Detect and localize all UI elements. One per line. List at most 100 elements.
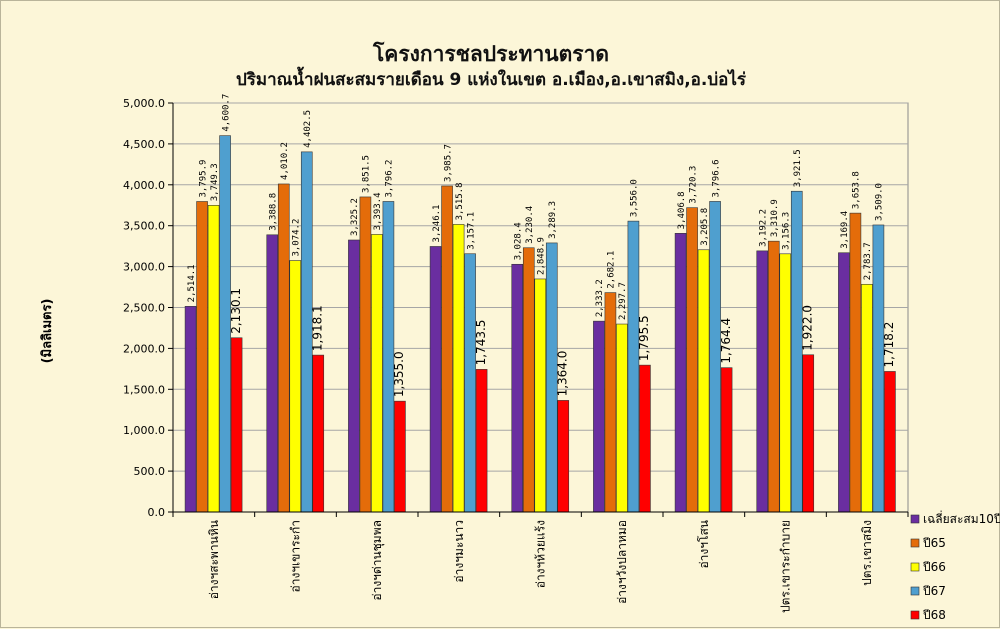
data-label: 1,795.5 [637, 315, 651, 361]
bar [697, 249, 710, 513]
data-label: 4,010.2 [280, 142, 290, 180]
data-label: 3,795.9 [198, 160, 208, 198]
bar [277, 183, 290, 513]
category-label: อ่างฯสะพานหิน [207, 520, 221, 599]
data-label: 3,720.3 [688, 166, 698, 204]
bar [767, 240, 780, 513]
bar [720, 367, 733, 513]
data-label: 3,157.1 [466, 212, 476, 250]
category-label: อ่างฯมะนาว [452, 520, 466, 583]
bar [604, 292, 617, 513]
bar [522, 247, 535, 513]
bars [184, 135, 896, 513]
data-label: 3,653.8 [852, 171, 862, 209]
bar [452, 224, 465, 513]
axes: 0.0 500.0 1,000.0 1,500.0 2,000.0 2,500.0 3,00… [123, 97, 909, 613]
data-label: 3,156.3 [782, 212, 792, 250]
category-label: อ่างฯเขาระกำ [289, 520, 303, 592]
data-label: 3,169.4 [840, 211, 850, 249]
bar [371, 234, 383, 513]
bar [312, 354, 325, 513]
legend-label: ปี66 [922, 560, 945, 574]
bar [511, 263, 524, 513]
legend-label: ปี67 [922, 584, 945, 598]
legend-swatch [910, 562, 920, 572]
bar [394, 400, 406, 513]
bar [627, 220, 640, 513]
bar [464, 253, 476, 513]
data-label: 1,918.1 [311, 305, 325, 351]
data-label: 1,922.0 [801, 305, 815, 351]
legend-label: เฉลี่ยสะสม10ปี [923, 510, 1000, 526]
data-label: 2,783.7 [863, 242, 873, 280]
data-label: 1,718.2 [882, 322, 896, 368]
legend: เฉลี่ยสะสม10ปีปี65 ปี66 ปี67 ปี68 [910, 510, 1000, 622]
bar [266, 234, 279, 513]
data-label: 3,406.8 [677, 191, 687, 229]
category-label: ปตร.เขาสมิง [860, 520, 874, 586]
data-label: 3,246.1 [432, 205, 442, 243]
data-label: 2,333.2 [595, 279, 605, 317]
data-label: 3,921.5 [793, 149, 803, 187]
y-tick-label: 2,500.0 [123, 302, 165, 315]
data-labels: 2,514.1 3,795.9 3,749.3 4,600.7 2,130.1 3,388… [187, 94, 896, 397]
bar [849, 212, 862, 513]
y-tick-label: 3,000.0 [123, 261, 165, 274]
y-tick-label: 1,500.0 [123, 383, 165, 396]
bar [429, 246, 442, 513]
chart-title: โครงการชลประทานตราด [372, 41, 609, 66]
bar [475, 369, 488, 513]
bar [534, 278, 547, 513]
data-label: 3,230.4 [525, 206, 535, 244]
y-tick-label: 4,500.0 [123, 138, 165, 151]
data-label: 3,289.3 [548, 201, 558, 239]
category-label: ปตร.เขาระกำบาย [779, 520, 793, 613]
y-tick-label: 2,000.0 [123, 342, 165, 355]
y-tick-label: 0.0 [148, 506, 166, 519]
bar [289, 260, 302, 513]
y-tick-label: 500.0 [134, 465, 166, 478]
data-label: 3,074.2 [292, 219, 302, 257]
data-label: 3,325.2 [350, 198, 360, 236]
bar [838, 252, 850, 513]
y-tick-label: 5,000.0 [123, 97, 165, 110]
data-label: 4,600.7 [221, 94, 231, 132]
data-label: 3,556.0 [630, 179, 640, 217]
bar [207, 205, 220, 513]
data-label: 3,205.8 [700, 208, 710, 246]
bar [616, 323, 628, 513]
bar [230, 337, 243, 513]
y-tick-label: 1,000.0 [123, 424, 165, 437]
chart-subtitle: ปริมาณน้ำฝนสะสมรายเดือน 9 แห่งในเขต อ.เม… [236, 66, 747, 90]
data-label: 3,388.8 [269, 193, 279, 231]
data-label: 3,515.8 [455, 182, 465, 220]
data-label: 3,796.6 [711, 160, 721, 198]
legend-label: ปี68 [922, 608, 945, 622]
bar [557, 400, 570, 513]
legend-swatch [910, 538, 920, 548]
data-label: 3,796.2 [385, 160, 395, 198]
data-label: 2,682.1 [607, 251, 617, 289]
data-label: 3,985.7 [443, 144, 453, 182]
data-label: 2,514.1 [187, 264, 197, 302]
bar [884, 371, 896, 513]
bar [348, 239, 360, 513]
data-label: 1,364.0 [556, 351, 570, 397]
bar [802, 354, 815, 513]
category-label: อ่างฯด่านชุมพล [370, 520, 385, 601]
data-label: 2,130.1 [229, 288, 243, 334]
data-label: 1,764.4 [719, 318, 733, 364]
bar [756, 250, 769, 513]
data-label: 2,297.7 [618, 282, 628, 320]
data-label: 1,355.0 [392, 351, 406, 397]
category-label: อ่างฯวังปลาหมอ [615, 520, 629, 604]
data-label: 1,743.5 [474, 320, 488, 366]
y-tick-label: 3,500.0 [123, 220, 165, 233]
legend-swatch [910, 586, 920, 596]
data-label: 4,402.5 [303, 110, 313, 148]
bar [861, 283, 873, 513]
data-label: 3,509.0 [875, 183, 885, 221]
bar [593, 320, 605, 513]
